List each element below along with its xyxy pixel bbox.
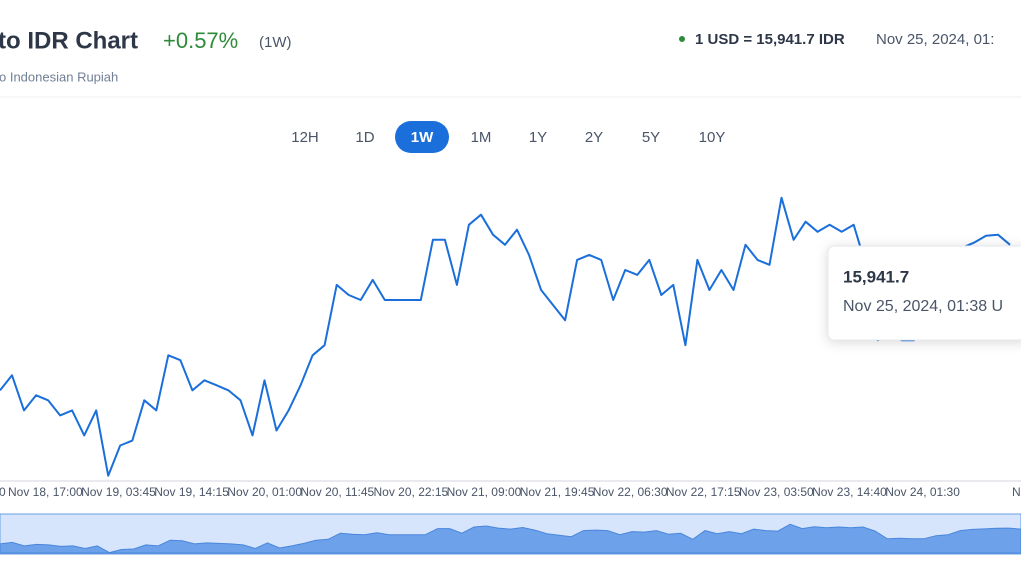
tooltip-date: Nov 25, 2024, 01:38 U xyxy=(843,298,1003,315)
navigator xyxy=(0,523,1021,554)
rate: 1 USD = 15,941.7 IDR xyxy=(695,31,845,48)
range-buttons: 12H 1D 1W 1M 1Y 2Y 5Y 10Y xyxy=(291,121,725,153)
x-tick-label: Nov 19, 03:45 xyxy=(81,485,156,499)
rate-time: Nov 25, 2024, 01: xyxy=(876,31,994,48)
subtitle: o Indonesian Rupiah xyxy=(0,69,118,84)
x-tick-label: Nov 23, 14:40 xyxy=(812,485,887,499)
x-tick-label: 0 xyxy=(0,485,6,499)
range-button[interactable]: 5Y xyxy=(642,129,660,146)
x-tick-label: Nov 23, 03:50 xyxy=(739,485,814,499)
x-tick-label: Nov 19, 14:15 xyxy=(154,485,229,499)
range-button[interactable]: 2Y xyxy=(585,129,603,146)
x-tick-label: Nov 20, 11:45 xyxy=(300,485,374,499)
x-tick-label: Nov 21, 19:45 xyxy=(520,485,595,499)
x-tick-label: Nov 22, 17:15 xyxy=(666,485,741,499)
x-tick-label: Nov 18, 17:00 xyxy=(8,485,83,499)
live-dot xyxy=(679,36,685,42)
range-button[interactable]: 10Y xyxy=(699,129,726,146)
x-tick-label: Nov 20, 22:15 xyxy=(374,485,449,499)
x-tick-label: N xyxy=(1012,485,1021,499)
period: (1W) xyxy=(259,34,292,51)
tooltip-box xyxy=(827,245,1021,341)
change: +0.57% xyxy=(163,28,238,53)
range-button[interactable]: 1M xyxy=(471,129,492,146)
active-pill[interactable] xyxy=(395,121,449,153)
price-line xyxy=(0,196,1011,477)
x-tick-label: Nov 24, 01:30 xyxy=(885,485,960,499)
tooltip-value: 15,941.7 xyxy=(843,267,909,286)
range-button[interactable]: 1W xyxy=(411,129,434,146)
range-button[interactable]: 1Y xyxy=(529,129,547,146)
title: to IDR Chart xyxy=(0,27,138,54)
x-tick-label: Nov 20, 01:00 xyxy=(227,485,302,499)
range-button[interactable]: 12H xyxy=(291,129,319,146)
x-tick-label: Nov 21, 09:00 xyxy=(447,485,522,499)
navigator-area xyxy=(0,523,1021,554)
x-tick-label: Nov 22, 06:30 xyxy=(593,485,668,499)
tooltip: 15,941.7 Nov 25, 2024, 01:38 U xyxy=(827,245,1021,341)
range-button[interactable]: 1D xyxy=(355,129,374,146)
